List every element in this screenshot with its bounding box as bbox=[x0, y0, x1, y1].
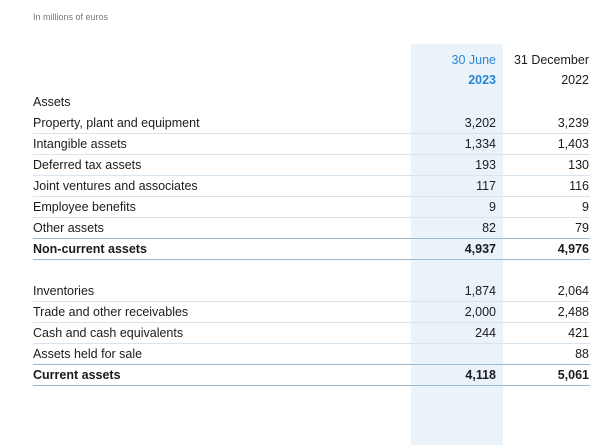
row-divider bbox=[33, 238, 590, 239]
row-label: Joint ventures and associates bbox=[33, 179, 198, 193]
column-year: 2023 bbox=[468, 73, 496, 87]
units-note: In millions of euros bbox=[33, 12, 109, 22]
row-value: 130 bbox=[568, 158, 589, 172]
row-value: 4,976 bbox=[557, 242, 589, 256]
row-value: 3,202 bbox=[464, 116, 496, 130]
row-divider bbox=[33, 364, 590, 365]
row-value: 82 bbox=[482, 221, 496, 235]
row-value: 1,334 bbox=[464, 137, 496, 151]
row-label: Assets held for sale bbox=[33, 347, 143, 361]
row-divider bbox=[33, 175, 590, 176]
row-label: Property, plant and equipment bbox=[33, 116, 200, 130]
row-value: 4,118 bbox=[465, 368, 496, 382]
row-divider bbox=[33, 196, 590, 197]
row-value: 1,403 bbox=[557, 137, 589, 151]
row-divider bbox=[33, 343, 590, 344]
row-label: Intangible assets bbox=[33, 137, 127, 151]
row-value: 2,488 bbox=[557, 305, 589, 319]
column-header: 31 December bbox=[513, 53, 589, 67]
row-value: 1,874 bbox=[464, 284, 496, 298]
row-value: 244 bbox=[475, 326, 496, 340]
row-label: Inventories bbox=[33, 284, 95, 298]
row-label: Trade and other receivables bbox=[33, 305, 189, 319]
section-heading: Assets bbox=[33, 95, 71, 109]
column-year: 2022 bbox=[561, 73, 589, 87]
row-value: 88 bbox=[575, 347, 589, 361]
row-value: 193 bbox=[475, 158, 496, 172]
row-value: 2,064 bbox=[557, 284, 589, 298]
row-value: 4,937 bbox=[464, 242, 496, 256]
row-label: Other assets bbox=[33, 221, 104, 235]
row-label: Cash and cash equivalents bbox=[33, 326, 184, 340]
row-label: Current assets bbox=[33, 368, 121, 382]
row-value: 9 bbox=[489, 200, 496, 214]
row-value: 116 bbox=[569, 179, 589, 193]
current-period-highlight bbox=[411, 44, 503, 445]
row-label: Non-current assets bbox=[33, 242, 147, 256]
row-divider bbox=[33, 154, 590, 155]
row-label: Employee benefits bbox=[33, 200, 136, 214]
row-divider bbox=[33, 217, 590, 218]
row-value: 79 bbox=[575, 221, 589, 235]
column-header: 30 June bbox=[451, 53, 496, 67]
row-value: 421 bbox=[568, 326, 589, 340]
total-divider bbox=[33, 385, 590, 386]
row-divider bbox=[33, 133, 590, 134]
row-divider bbox=[33, 301, 590, 302]
row-value: 5,061 bbox=[557, 368, 589, 382]
total-divider bbox=[33, 259, 590, 260]
row-value: 117 bbox=[476, 179, 496, 193]
row-divider bbox=[33, 322, 590, 323]
row-label: Deferred tax assets bbox=[33, 158, 142, 172]
row-value: 3,239 bbox=[557, 116, 589, 130]
row-value: 9 bbox=[582, 200, 589, 214]
row-value: 2,000 bbox=[464, 305, 496, 319]
